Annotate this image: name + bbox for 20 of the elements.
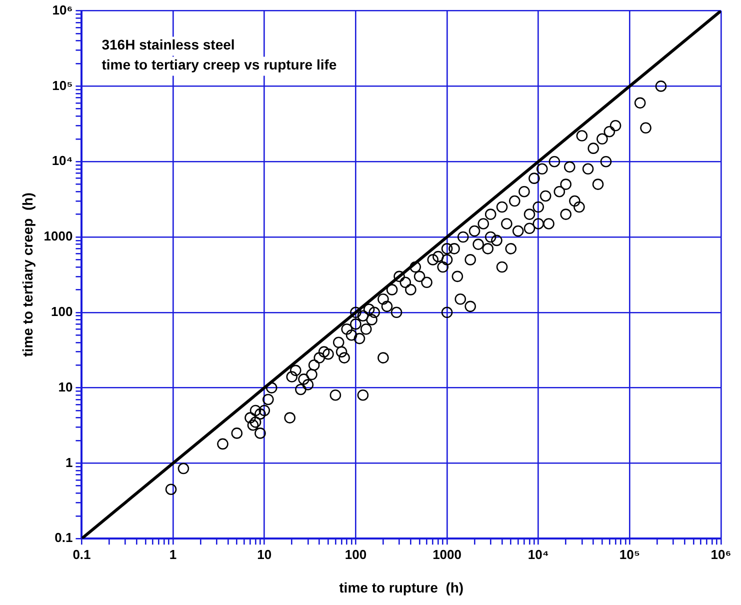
y-tick-label: 10⁶ (52, 2, 73, 18)
text: time to tertiary creep vs rupture life (102, 56, 337, 73)
x-tick-label: 1 (169, 546, 177, 562)
x-axis-title: time to rupture (h) (339, 579, 464, 596)
x-tick-label: 100 (344, 546, 367, 562)
y-tick-label: 100 (51, 304, 73, 319)
x-tick-label: 10⁵ (619, 546, 640, 562)
y-tick-label: 0.1 (54, 530, 73, 546)
y-tick-label: 10⁵ (52, 78, 73, 93)
x-tick-label: 10 (257, 546, 272, 562)
y-tick-label: 1 (65, 454, 73, 470)
y-tick-label: 1000 (44, 228, 73, 244)
x-tick-label: 10⁴ (528, 546, 549, 562)
y-axis-title: time to tertiary creep (h) (19, 192, 36, 357)
y-tick-label: 10⁴ (52, 153, 73, 168)
x-tick-label: 1000 (432, 546, 462, 562)
x-tick-label: 0.1 (72, 546, 91, 562)
y-tick-label: 10 (58, 379, 73, 394)
text: 316H stainless steel (102, 36, 235, 53)
x-tick-label: 10⁶ (710, 546, 732, 562)
